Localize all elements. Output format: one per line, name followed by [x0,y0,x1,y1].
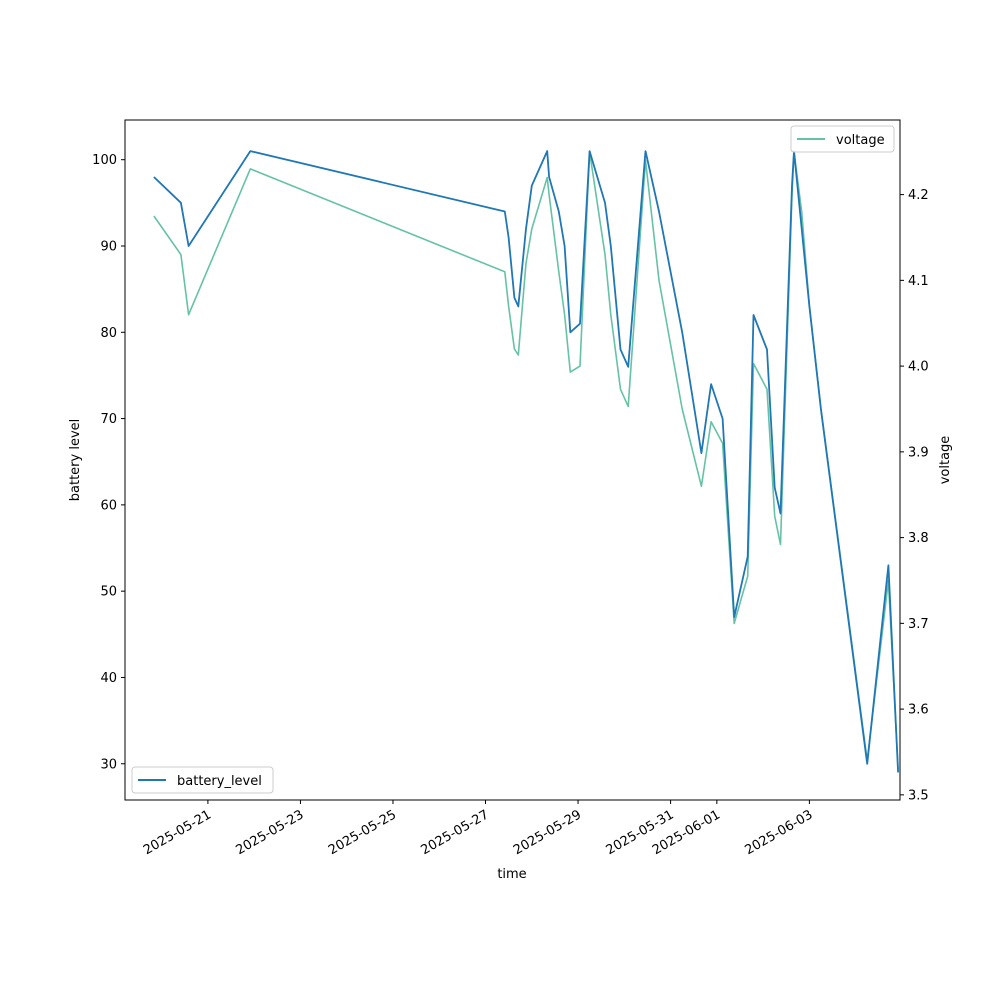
x-axis: 2025-05-21 2025-05-23 2025-05-25 2025-05-27… [141,800,815,858]
legend-battery-level-label: battery_level [177,774,262,789]
x-tick-label: 2025-05-21 [141,807,214,858]
y-right-tick-label: 3.7 [908,617,929,632]
plot-area-frame [124,119,901,801]
x-tick-label: 2025-05-23 [233,807,306,858]
y-left-tick-label: 80 [100,326,117,341]
legend-battery-level: battery_level [131,766,274,794]
y-left-tick-label: 90 [100,239,117,254]
series-line-battery-level [153,150,899,773]
legend-voltage: voltage [790,125,895,153]
x-tick-label: 2025-06-03 [742,807,815,858]
plot-lines [153,150,899,773]
y-left-tick-label: 100 [92,153,117,168]
y-right-tick-label: 3.9 [908,445,929,460]
y-left-tick-label: 60 [100,498,117,513]
y-axis-right: 3.5 3.6 3.7 3.8 3.9 4.0 4.1 4.2 [900,188,929,803]
y-left-tick-label: 50 [100,585,117,600]
series-line-voltage [153,150,899,770]
y-right-tick-label: 4.1 [908,274,929,289]
x-axis-label: time [497,867,526,882]
y-right-tick-label: 3.8 [908,531,929,546]
y-right-tick-label: 4.2 [908,188,929,203]
legend-voltage-box [790,125,895,153]
y-axis-left: 30 40 50 60 70 80 90 100 [92,153,125,772]
x-tick-label: 2025-05-29 [511,807,584,858]
y-left-tick-label: 40 [100,671,117,686]
y-axis-right-label: voltage [938,436,953,485]
legend-voltage-label: voltage [836,133,885,148]
y-axis-left-label: battery level [68,419,83,502]
legend-battery-level-box [131,766,274,794]
y-right-tick-label: 4.0 [908,360,929,375]
x-tick-label: 2025-05-27 [419,807,492,858]
y-left-tick-label: 70 [100,412,117,427]
y-right-tick-label: 3.6 [908,703,929,718]
y-right-tick-label: 3.5 [908,788,929,803]
y-left-tick-label: 30 [100,757,117,772]
x-tick-label: 2025-05-25 [326,807,399,858]
